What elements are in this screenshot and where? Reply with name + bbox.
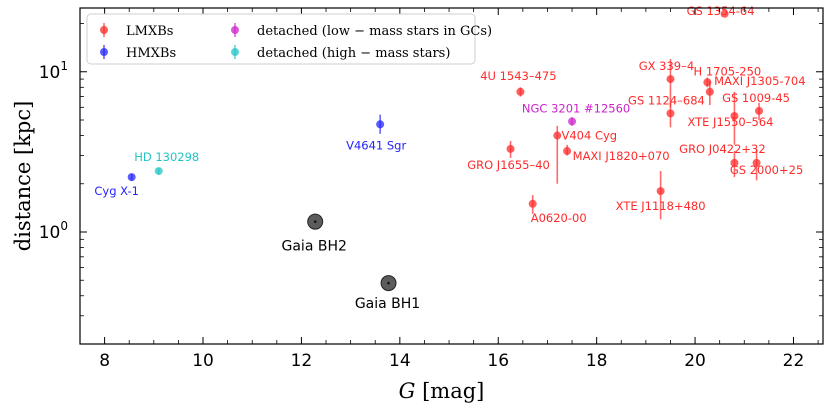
point-gs-1354-64-marker: [720, 9, 729, 18]
point-gs-1124-684-marker: [666, 109, 675, 118]
y-axis-title: distance [kpc]: [11, 101, 35, 252]
legend-item-4-label: detached (high − mass stars): [257, 46, 450, 61]
legend-item-4-marker: [231, 48, 239, 56]
x-tick-label: 18: [586, 351, 608, 371]
x-tick-label: 12: [291, 351, 313, 371]
point-v404-cyg-label: V404 Cyg: [561, 129, 617, 143]
x-tick-label: 22: [783, 351, 805, 371]
point-gaia-bh2-center: [313, 220, 317, 223]
x-axis-title: G [mag]: [399, 379, 485, 403]
point-4u-1543-475-marker: [516, 87, 525, 96]
point-gro-j1655-40-label: GRO J1655–40: [467, 158, 550, 172]
point-maxi-j1820-070-marker: [563, 147, 572, 156]
point-a0620-00-marker: [528, 199, 537, 208]
point-gs-2000-25-label: GS 2000+25: [730, 163, 803, 177]
point-maxi-j1305-704-marker: [705, 87, 714, 96]
point-maxi-j1305-704-label: MAXI J1305-704: [714, 74, 805, 88]
point-xte-j1118-480-marker: [656, 187, 665, 196]
legend-box: [86, 13, 476, 65]
legend-item-3-marker: [231, 26, 239, 34]
legend-item-2-label: HMXBs: [126, 46, 176, 61]
point-hd-130298-marker: [154, 167, 163, 176]
y-tick-label: 101: [39, 59, 68, 83]
point-gro-j0422-32-marker: [730, 158, 739, 167]
point-xte-j1550-564-marker: [730, 111, 739, 120]
point-cyg-x-1-label: Cyg X-1: [94, 184, 139, 198]
point-h-1705-250-label: H 1705-250: [694, 64, 762, 78]
point-xte-j1118-480-label: XTE J1118+480: [616, 199, 706, 213]
x-tick-label: 10: [192, 351, 214, 371]
point-v4641-sgr-marker: [376, 120, 385, 129]
x-tick-label: 8: [99, 351, 110, 371]
point-4u-1543-475-label: 4U 1543–475: [480, 69, 556, 83]
point-ngc-3201-12560-marker: [568, 117, 577, 126]
point-ngc-3201-12560-label: NGC 3201 #12560: [522, 101, 630, 115]
x-tick-label: 20: [684, 351, 706, 371]
point-gaia-bh1-center: [387, 281, 390, 285]
chart-axes: 8 10 12 14 16 18 20 22 100 101 G [mag] distance [kp…: [11, 7, 824, 403]
point-maxi-j1820-070-label: MAXI J1820+070: [573, 149, 670, 163]
legend-item-3-label: detached (low − mass stars in GCs): [257, 24, 492, 39]
point-gs-1124-684-label: GS 1124–684: [628, 93, 705, 107]
point-gaia-bh2-label: Gaia BH2: [282, 239, 347, 255]
point-v4641-sgr-label: V4641 Sgr: [346, 138, 406, 152]
point-v404-cyg-marker: [553, 131, 562, 140]
legend-item-1-label: LMXBs: [126, 24, 173, 39]
point-cyg-x-1-marker: [127, 173, 136, 182]
point-gx-339-4-marker: [666, 75, 675, 84]
point-gs-1009-45-marker: [755, 106, 764, 115]
point-a0620-00-label: A0620-00: [531, 211, 587, 225]
x-tick-label: 16: [487, 351, 509, 371]
legend-item-2-marker: [100, 48, 108, 56]
y-tick-label: 100: [39, 219, 68, 243]
legend: LMXBs HMXBs detached (low − mass stars in …: [86, 13, 492, 65]
point-gs-1009-45-label: GS 1009-45: [722, 91, 790, 105]
point-gaia-bh1-label: Gaia BH1: [355, 296, 420, 312]
point-gs-1354-64-label: GS 1354-64: [687, 4, 755, 18]
point-gro-j1655-40-marker: [506, 144, 515, 153]
point-hd-130298-label: HD 130298: [134, 150, 199, 164]
point-xte-j1550-564-label: XTE J1550–564: [687, 115, 773, 129]
legend-item-1-marker: [100, 26, 108, 34]
point-gs-2000-25-marker: [752, 158, 761, 167]
x-tick-label: 14: [389, 351, 411, 371]
plot-frame: [79, 7, 824, 345]
point-gro-j0422-32-label: GRO J0422+32: [679, 142, 766, 156]
point-gx-339-4-label: GX 339–4: [639, 59, 694, 73]
